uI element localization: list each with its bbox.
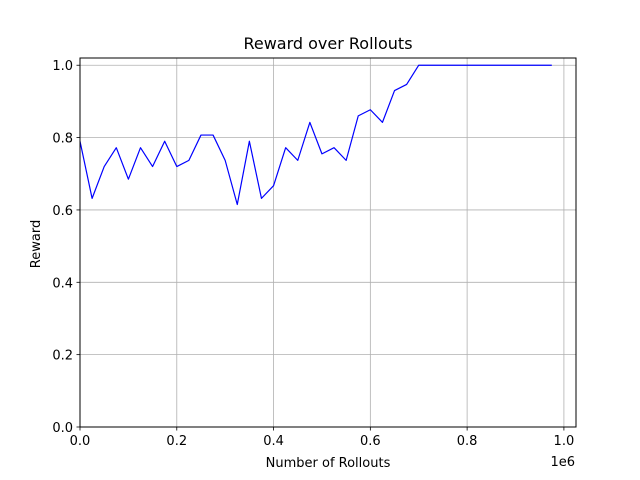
axes-frame <box>79 57 577 428</box>
y-tick-label: 0.2 <box>52 349 73 364</box>
y-axis: 0.0 0.2 0.4 0.6 0.8 1.0 <box>52 59 80 436</box>
x-tick-label: 1.0 <box>554 434 575 449</box>
plot-area <box>79 64 552 206</box>
y-axis-label: Reward <box>29 220 44 268</box>
reward-series-line <box>79 64 552 206</box>
x-tick-label: 0.8 <box>457 434 478 449</box>
x-tick-label: 0.4 <box>263 434 284 449</box>
chart-title: Reward over Rollouts <box>243 34 412 53</box>
y-tick-label: 0.8 <box>52 132 73 147</box>
x-tick-label: 0.6 <box>360 434 381 449</box>
x-axis-label: Number of Rollouts <box>266 456 391 471</box>
y-tick-label: 0.0 <box>52 421 73 436</box>
y-tick-label: 0.4 <box>52 276 73 291</box>
x-tick-label: 0.0 <box>70 434 91 449</box>
y-tick-label: 0.6 <box>52 204 73 219</box>
x-axis-offset-label: 1e6 <box>550 455 575 470</box>
x-tick-label: 0.2 <box>166 434 187 449</box>
x-axis: 0.0 0.2 0.4 0.6 0.8 1.0 <box>70 427 575 449</box>
y-tick-label: 1.0 <box>52 59 73 74</box>
